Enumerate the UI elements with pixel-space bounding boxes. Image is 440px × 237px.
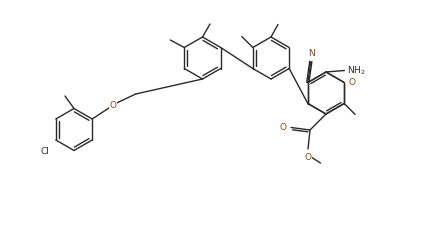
Text: Cl: Cl xyxy=(40,146,49,155)
Text: N: N xyxy=(308,49,315,58)
Text: NH$_2$: NH$_2$ xyxy=(347,64,366,77)
Text: O: O xyxy=(304,152,312,161)
Text: O: O xyxy=(110,100,117,109)
Text: O: O xyxy=(280,123,287,132)
Text: O: O xyxy=(348,78,356,87)
